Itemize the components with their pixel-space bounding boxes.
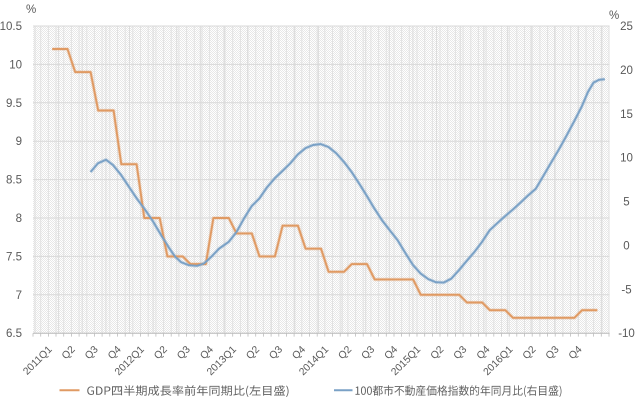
svg-text:15: 15 [620, 109, 633, 121]
svg-text:6.5: 6.5 [6, 328, 22, 340]
svg-text:20: 20 [620, 65, 633, 77]
svg-text:%: % [26, 4, 36, 16]
svg-text:25: 25 [620, 21, 633, 33]
svg-text:9.5: 9.5 [6, 98, 22, 110]
svg-text:10.5: 10.5 [0, 21, 22, 33]
svg-text:%: % [609, 10, 619, 22]
svg-text:8: 8 [16, 213, 22, 225]
svg-text:5: 5 [623, 197, 629, 209]
svg-text:-5: -5 [621, 284, 631, 296]
svg-text:10: 10 [620, 153, 633, 165]
svg-text:10: 10 [9, 59, 22, 71]
svg-text:-10: -10 [618, 328, 635, 340]
svg-text:7: 7 [16, 290, 22, 302]
svg-text:0: 0 [623, 240, 629, 252]
svg-text:9: 9 [16, 136, 22, 148]
svg-text:7.5: 7.5 [6, 251, 22, 263]
svg-text:8.5: 8.5 [6, 175, 22, 187]
